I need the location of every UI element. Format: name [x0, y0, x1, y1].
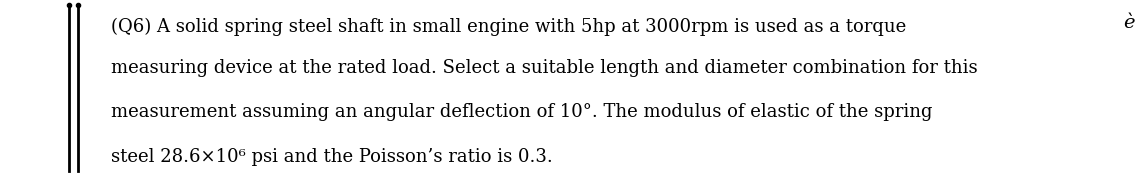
Text: measuring device at the rated load. Select a suitable length and diameter combin: measuring device at the rated load. Sele…	[111, 59, 978, 77]
Text: (Q6) A solid spring steel shaft in small engine with 5hp at 3000rpm is used as a: (Q6) A solid spring steel shaft in small…	[111, 18, 906, 36]
Text: è: è	[1123, 14, 1135, 32]
Text: steel 28.6×10⁶ psi and the Poisson’s ratio is 0.3.: steel 28.6×10⁶ psi and the Poisson’s rat…	[111, 148, 553, 166]
Text: measurement assuming an angular deflection of 10°. The modulus of elastic of the: measurement assuming an angular deflecti…	[111, 103, 932, 121]
